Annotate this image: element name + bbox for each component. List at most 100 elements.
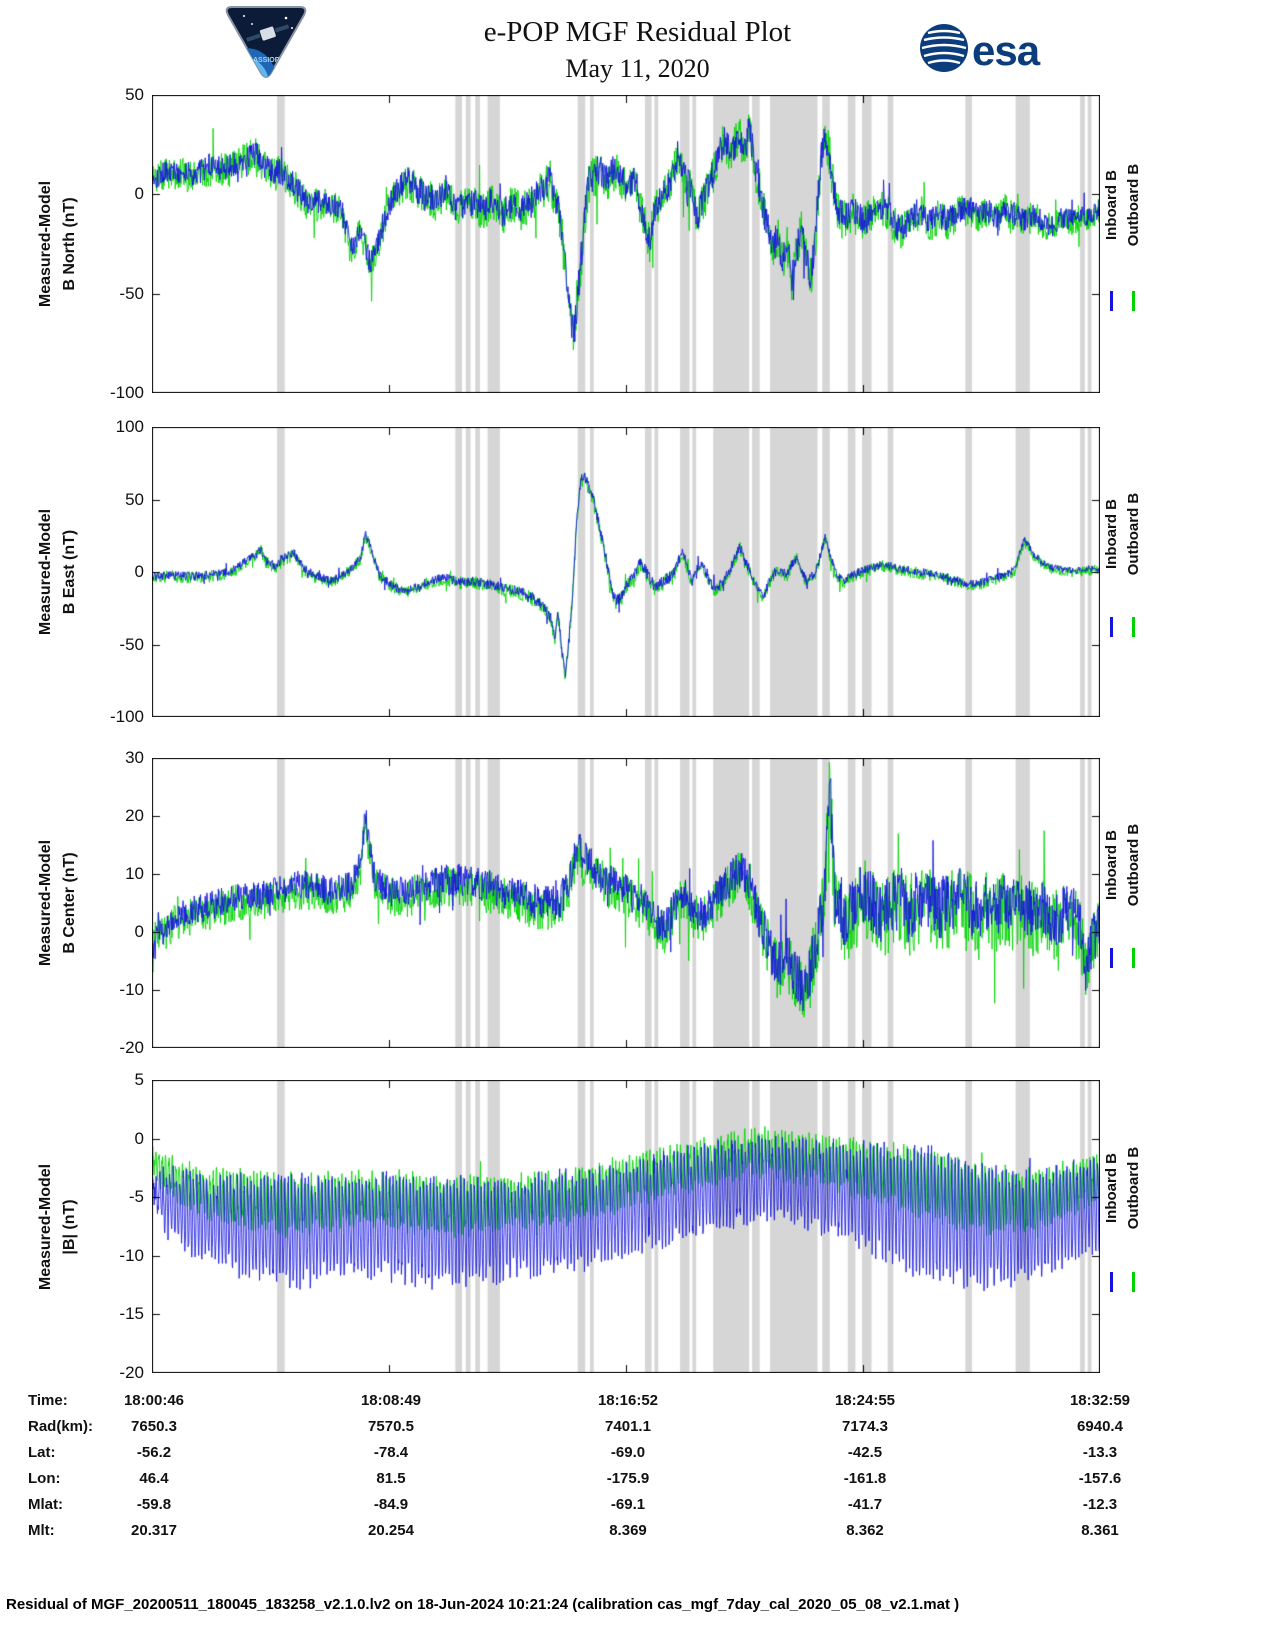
table-cell: 8.361	[1081, 1522, 1119, 1539]
table-row-lat: Lat: -56.2 -78.4 -69.0 -42.5 -13.3	[0, 1444, 1275, 1468]
cassiope-label: CASSIOPE	[248, 57, 285, 64]
inboard-line-sample	[1110, 617, 1113, 638]
y-tick-label: -5	[128, 1187, 144, 1207]
row-label: Lat:	[28, 1444, 56, 1461]
outboard-line-sample	[1132, 617, 1135, 638]
y-tick-label: -50	[119, 634, 144, 654]
table-cell: 8.362	[846, 1522, 884, 1539]
plot-title: e-POP MGF Residual Plot	[483, 16, 792, 48]
table-cell: -41.7	[847, 1496, 883, 1513]
table-cell: 18:08:49	[360, 1392, 422, 1409]
table-cell: -78.4	[373, 1444, 409, 1461]
table-cell: 7650.3	[131, 1418, 177, 1435]
table-row-mlt: Mlt: 20.317 20.254 8.369 8.362 8.361	[0, 1522, 1275, 1546]
y-axis-label-line2: B East (nT)	[61, 529, 78, 615]
table-cell: -69.1	[610, 1496, 646, 1513]
y-tick-label: -50	[119, 283, 144, 303]
table-cell: -175.9	[606, 1470, 650, 1487]
y-tick-label: 50	[125, 85, 144, 104]
table-row-rad: Rad(km): 7650.3 7570.5 7401.1 7174.3 694…	[0, 1418, 1275, 1442]
y-tick-label: 0	[134, 1128, 144, 1148]
table-cell: -157.6	[1078, 1470, 1122, 1487]
table-cell: -42.5	[847, 1444, 883, 1461]
esa-logo: esa	[920, 24, 1042, 74]
outboard-line-sample	[1132, 1272, 1135, 1293]
y-tick-label: 0	[134, 562, 144, 581]
plot-canvas-b-center	[152, 758, 1100, 1048]
table-cell: 18:00:46	[123, 1392, 185, 1409]
y-tick-label: -100	[109, 383, 144, 402]
legend-outboard-label: Outboard B	[1125, 824, 1142, 907]
panel-b-east: Measured-Model B East (nT) Inboard B Out…	[37, 417, 1142, 726]
y-tick-label: 0	[134, 184, 144, 204]
y-tick-label: 30	[125, 748, 144, 767]
panel-b-north: Measured-Model B North (nT) Inboard B Ou…	[37, 85, 1142, 402]
table-cell: 18:32:59	[1069, 1392, 1131, 1409]
table-cell: -84.9	[373, 1496, 409, 1513]
table-cell: 20.254	[368, 1522, 414, 1539]
table-cell: 7401.1	[605, 1418, 651, 1435]
panel-b-center: Measured-Model B Center (nT) Inboard B O…	[37, 748, 1142, 1057]
y-axis-label-line1: Measured-Model	[37, 180, 54, 308]
y-tick-label: -20	[119, 1038, 144, 1057]
table-cell: 6940.4	[1077, 1418, 1123, 1435]
row-label: Mlat:	[28, 1496, 63, 1513]
y-tick-label: 10	[125, 864, 144, 883]
footer-filename-text: Residual of MGF_20200511_180045_183258_v…	[6, 1596, 960, 1613]
legend-outboard-label: Outboard B	[1125, 1147, 1142, 1230]
y-tick-label: -10	[119, 980, 144, 999]
panel-b-magnitude: Measured-Model |B| (nT) Inboard B Outboa…	[37, 1070, 1142, 1382]
y-tick-label: -10	[119, 1245, 144, 1265]
row-label: Mlt:	[28, 1522, 55, 1539]
y-axis-label-line1: Measured-Model	[37, 839, 54, 967]
y-tick-label: 100	[115, 417, 144, 436]
y-axis-label-line2: |B| (nT)	[61, 1198, 78, 1255]
table-cell: 81.5	[376, 1470, 406, 1487]
y-tick-label: 5	[134, 1070, 144, 1089]
row-label: Rad(km):	[28, 1418, 94, 1435]
inboard-line-sample	[1110, 1272, 1113, 1293]
table-row-time: Time: 18:00:46 18:08:49 18:16:52 18:24:5…	[0, 1392, 1275, 1416]
y-axis-label-line1: Measured-Model	[37, 508, 54, 636]
legend-inboard-label: Inboard B	[1103, 1153, 1120, 1224]
table-cell: 46.4	[139, 1470, 169, 1487]
y-tick-label: -20	[119, 1363, 144, 1382]
table-cell: 7174.3	[842, 1418, 888, 1435]
outboard-line-sample	[1132, 948, 1135, 969]
table-row-lon: Lon: 46.4 81.5 -175.9 -161.8 -157.6	[0, 1470, 1275, 1494]
y-axis-label-line2: B Center (nT)	[61, 852, 78, 954]
esa-wordmark: esa	[972, 27, 1041, 74]
legend-outboard-label: Outboard B	[1125, 493, 1142, 576]
table-cell: 18:16:52	[597, 1392, 659, 1409]
inboard-line-sample	[1110, 948, 1113, 969]
y-tick-label: -15	[119, 1304, 144, 1324]
table-cell: -59.8	[136, 1496, 172, 1513]
table-cell: -56.2	[136, 1444, 172, 1461]
row-label: Lon:	[28, 1470, 61, 1487]
table-cell: -69.0	[610, 1444, 646, 1461]
legend-inboard-label: Inboard B	[1103, 499, 1120, 570]
legend-inboard-label: Inboard B	[1103, 170, 1120, 241]
table-cell: -161.8	[843, 1470, 887, 1487]
plot-canvas-b-east	[152, 427, 1100, 717]
legend-outboard-label: Outboard B	[1125, 164, 1142, 247]
plot-canvas-b-magnitude	[152, 1080, 1100, 1373]
y-axis-label-line1: Measured-Model	[37, 1163, 54, 1290]
y-tick-label: 50	[125, 489, 144, 509]
esa-globe-icon	[921, 29, 967, 65]
table-cell: -12.3	[1082, 1496, 1118, 1513]
plot-canvas-b-north	[152, 95, 1100, 393]
y-tick-label: -100	[109, 707, 144, 726]
table-cell: 18:24:55	[834, 1392, 896, 1409]
y-tick-label: 0	[134, 922, 144, 941]
cassiope-mission-logo: CASSIOPE	[225, 6, 307, 78]
table-cell: 8.369	[609, 1522, 647, 1539]
inboard-line-sample	[1110, 290, 1113, 311]
table-cell: 7570.5	[368, 1418, 414, 1435]
y-tick-label: 20	[125, 806, 144, 825]
plot-date: May 11, 2020	[565, 54, 710, 83]
table-row-mlat: Mlat: -59.8 -84.9 -69.1 -41.7 -12.3	[0, 1496, 1275, 1520]
outboard-line-sample	[1132, 290, 1135, 311]
legend-inboard-label: Inboard B	[1103, 830, 1120, 901]
